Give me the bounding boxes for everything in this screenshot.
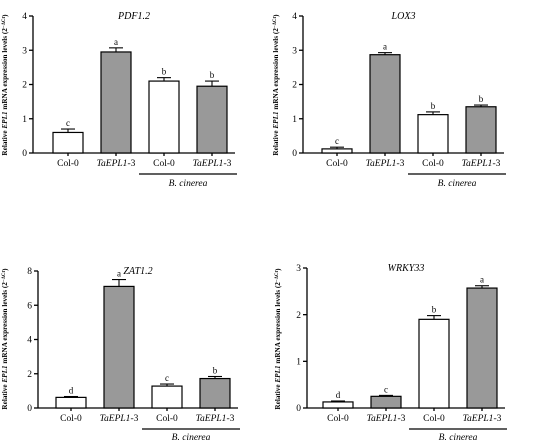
bar — [322, 401, 354, 409]
significance-letter: b — [431, 101, 436, 111]
chart-panel-4: 0 1 2 3 WRKY33 Relative EPL1 mRNA expression … — [274, 263, 507, 443]
y-tick-label: 4 — [27, 336, 32, 346]
y-tick-label: 4 — [22, 12, 27, 22]
y-tick-label: 0 — [27, 404, 32, 414]
group-label: B. cinerea — [169, 179, 208, 189]
bar — [199, 377, 231, 409]
chart-panel-1: 0 1 2 3 4 PDF1.2 Relative EPL1 mRNA expression… — [1, 11, 237, 189]
bar — [151, 385, 183, 409]
group-label: B. cinerea — [439, 433, 478, 443]
bar — [465, 106, 497, 154]
significance-letter: b — [432, 305, 437, 315]
significance-letter: a — [383, 42, 387, 52]
significance-letter: b — [210, 70, 215, 80]
category-label: TaEPL1-3 — [196, 414, 235, 424]
y-tick-label: 0 — [296, 404, 301, 414]
category-label: TaEPL1-3 — [97, 159, 136, 169]
y-tick-label: 0 — [22, 149, 27, 159]
significance-letter: a — [480, 275, 484, 285]
significance-letter: b — [213, 365, 218, 375]
significance-letter: a — [117, 269, 121, 279]
category-label: Col-0 — [327, 414, 349, 424]
significance-letter: c — [384, 384, 388, 394]
bar — [103, 285, 135, 409]
significance-letter: d — [336, 390, 341, 400]
bar — [52, 131, 84, 154]
group-label: B. cinerea — [172, 433, 211, 443]
y-tick-label: 8 — [27, 267, 32, 277]
y-tick-label: 2 — [292, 81, 297, 91]
chart-panel-3: 0 2 4 6 8 ZAT1.2 Relative EPL1 mRNA expression… — [1, 266, 240, 443]
chart-panel-2: 0 1 2 3 4 LOX3 Relative EPL1 mRNA expression l… — [272, 11, 506, 189]
y-tick-label: 2 — [22, 81, 27, 91]
category-label: TaEPL1-3 — [462, 159, 501, 169]
y-axis-label: Relative EPL1 mRNA expression levels (2−… — [1, 268, 9, 410]
y-axis-label: Relative EPL1 mRNA expression levels (2−… — [272, 14, 280, 156]
bar — [100, 51, 132, 154]
bar — [466, 287, 498, 409]
category-label: Col-0 — [57, 159, 79, 169]
bar — [369, 54, 401, 154]
category-label: TaEPL1-3 — [193, 159, 232, 169]
chart-title: PDF1.2 — [117, 11, 150, 22]
bar — [148, 80, 180, 154]
category-label: Col-0 — [326, 159, 348, 169]
category-label: TaEPL1-3 — [367, 414, 406, 424]
category-label: Col-0 — [423, 414, 445, 424]
bar — [321, 148, 353, 154]
y-tick-label: 6 — [27, 301, 32, 311]
category-label: Col-0 — [153, 159, 175, 169]
y-tick-label: 3 — [22, 46, 27, 56]
y-tick-label: 1 — [296, 358, 301, 368]
chart-title: LOX3 — [391, 11, 416, 22]
bar — [417, 114, 449, 154]
significance-letter: d — [69, 386, 74, 396]
bar — [418, 318, 450, 409]
group-label: B. cinerea — [438, 179, 477, 189]
y-tick-label: 0 — [292, 149, 297, 159]
chart-title: ZAT1.2 — [123, 266, 152, 277]
category-label: TaEPL1-3 — [100, 414, 139, 424]
category-label: Col-0 — [60, 414, 82, 424]
category-label: Col-0 — [422, 159, 444, 169]
significance-letter: c — [165, 373, 169, 383]
bar — [55, 396, 87, 409]
significance-letter: a — [114, 37, 118, 47]
y-tick-label: 2 — [296, 311, 301, 321]
y-tick-label: 2 — [27, 370, 32, 380]
bar — [196, 85, 228, 154]
significance-letter: b — [162, 67, 167, 77]
y-tick-label: 4 — [292, 12, 297, 22]
chart-title: WRKY33 — [388, 263, 425, 274]
significance-letter: b — [479, 94, 484, 104]
y-tick-label: 1 — [292, 115, 297, 125]
y-axis-label: Relative EPL1 mRNA expression levels (2−… — [1, 14, 9, 156]
significance-letter: c — [66, 118, 70, 128]
category-label: TaEPL1-3 — [463, 414, 502, 424]
y-tick-label: 3 — [296, 264, 301, 274]
y-tick-label: 1 — [22, 115, 27, 125]
bar — [370, 395, 402, 409]
significance-letter: c — [335, 136, 339, 146]
category-label: Col-0 — [156, 414, 178, 424]
category-label: TaEPL1-3 — [366, 159, 405, 169]
y-axis-label: Relative EPL1 mRNA expression levels (2−… — [274, 268, 282, 410]
y-tick-label: 3 — [292, 46, 297, 56]
